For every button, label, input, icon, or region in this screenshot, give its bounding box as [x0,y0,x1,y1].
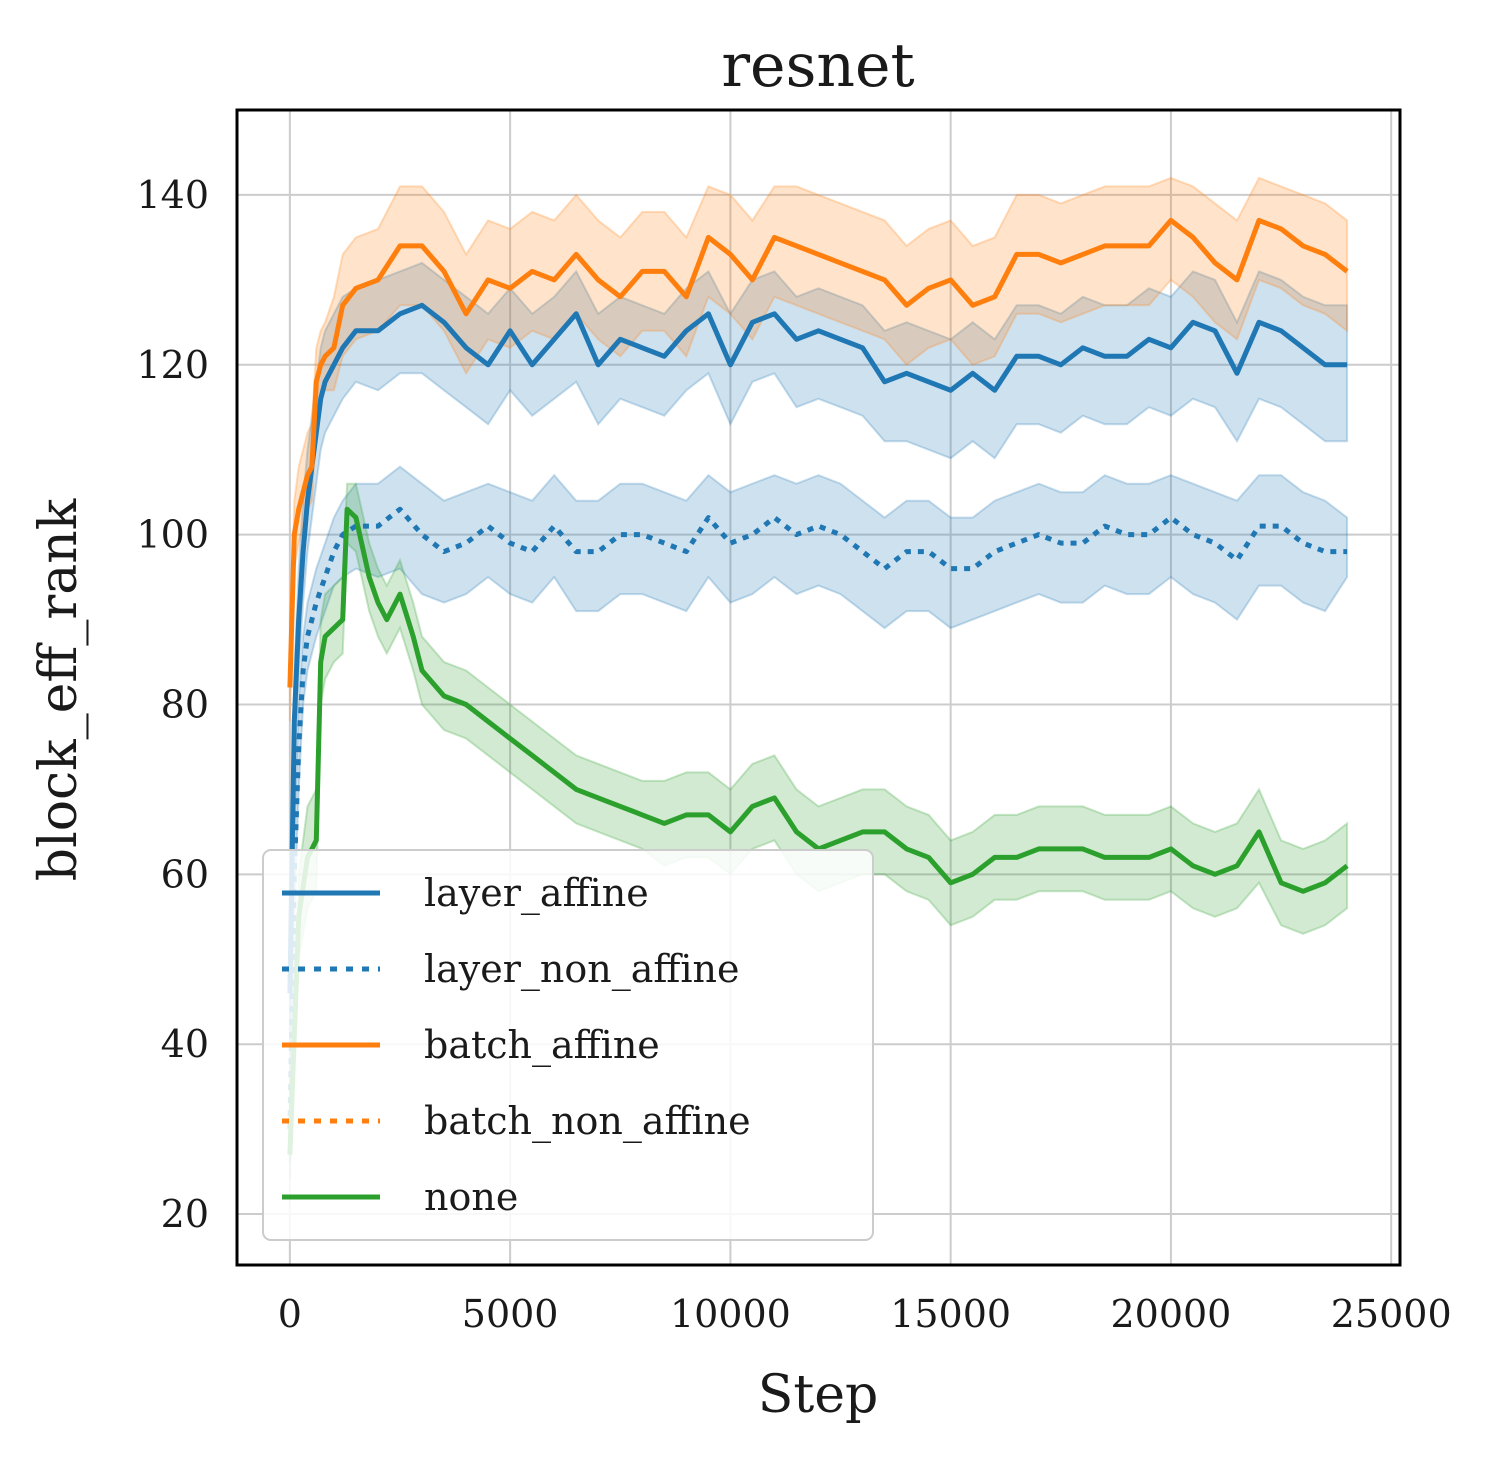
series-line-batch-affine [287,217,1349,688]
x-tick-label: 20000 [1110,1292,1231,1336]
y-tick-label: 20 [161,1192,209,1236]
legend-box [262,849,874,1241]
y-tick-label: 120 [136,343,209,387]
x-axis-label: Step [758,1365,879,1425]
series-line-layer-affine [287,302,1348,994]
x-tick-label: 15000 [890,1292,1011,1336]
y-tick-label: 100 [136,513,209,557]
legend-label-layer-non-affine: layer_non_affine [424,947,740,992]
y-tick-label: 60 [161,852,209,896]
x-tick-label: 5000 [462,1292,559,1336]
chart-title: resnet [721,31,914,101]
band-batch-affine [288,176,1349,722]
x-tick-label: 25000 [1331,1292,1452,1336]
y-tick-label: 40 [161,1022,209,1066]
confidence-bands [288,176,1349,1181]
legend-label-batch-affine: batch_affine [424,1023,660,1068]
legend-label-none: none [424,1175,518,1219]
band-layer-non-affine [288,465,1349,1164]
y-tick-label: 80 [161,682,209,726]
tick-labels: 0 5000 10000 15000 20000 25000 20 40 60 80 100 120 1… [136,173,1451,1336]
band-none [288,482,1349,1181]
x-tick-label: 0 [278,1292,302,1336]
x-tick-label: 10000 [670,1292,791,1336]
y-tick-label: 140 [136,173,209,217]
series-line-none [287,506,1349,1155]
series-lines [287,217,1349,1155]
legend: layer_affine layer_non_affine batch_affine… [262,849,874,1241]
y-axis-label: block_eff_rank [29,498,89,881]
band-layer-affine [288,261,1349,1045]
legend-label-batch-non-affine: batch_non_affine [424,1099,751,1144]
plot-frame [235,108,1402,1267]
legend-label-layer-affine: layer_affine [424,871,649,916]
